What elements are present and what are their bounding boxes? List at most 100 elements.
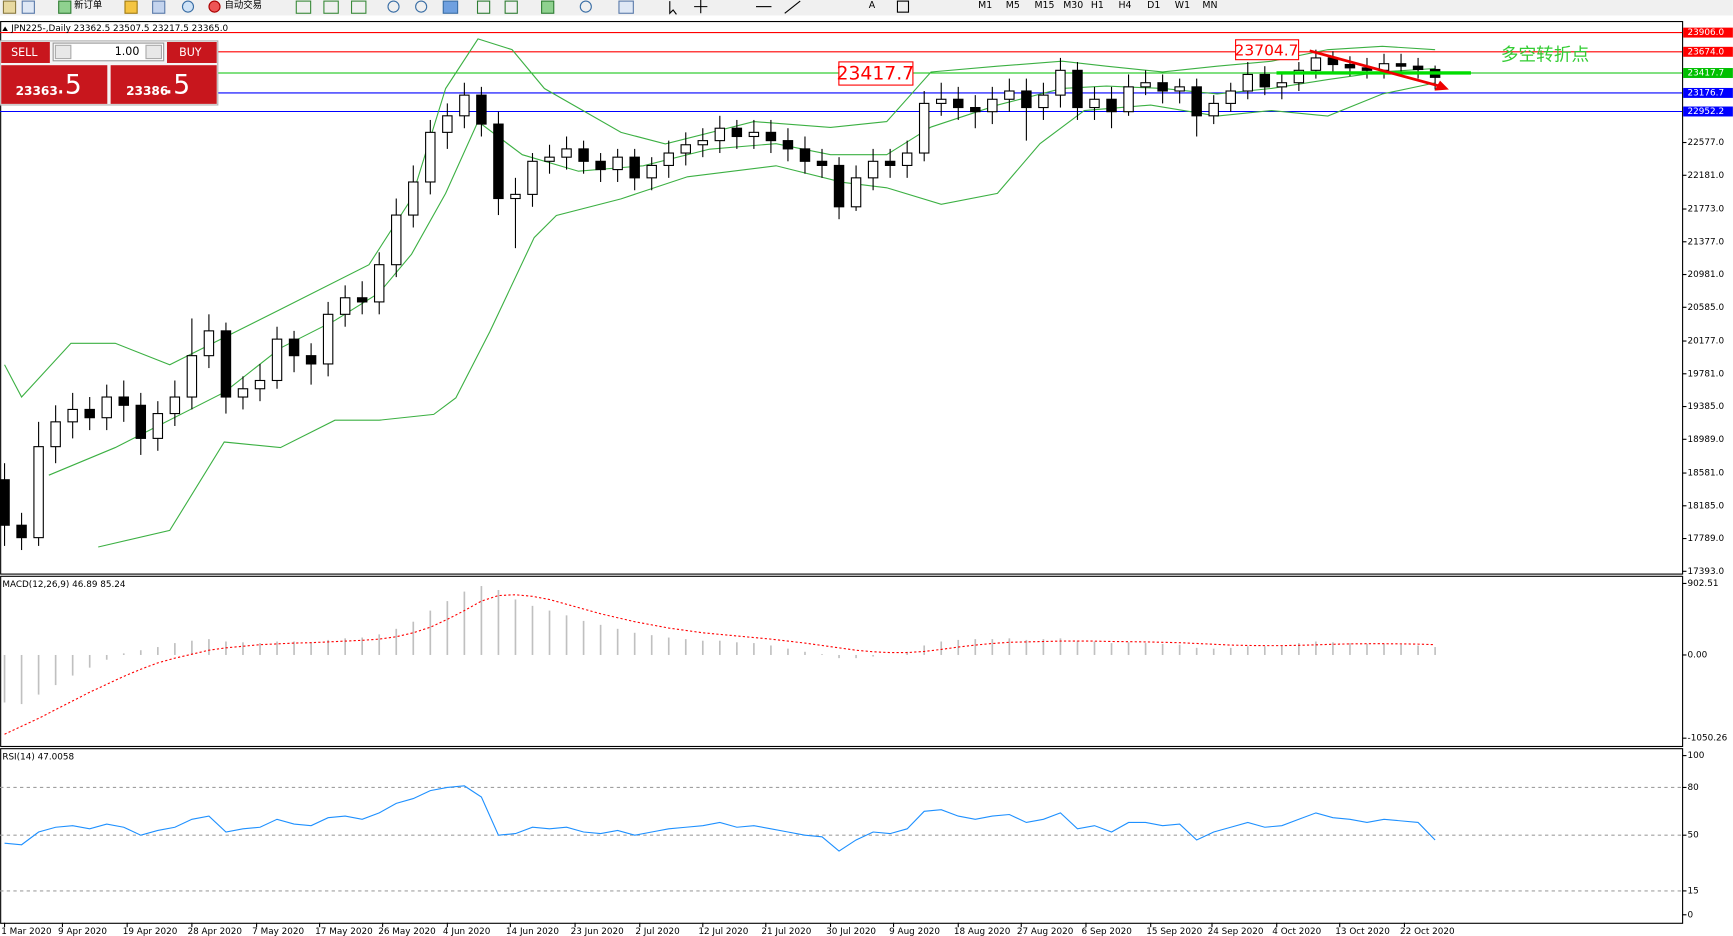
icon[interactable] — [323, 0, 339, 14]
candle-body — [476, 94, 487, 125]
x-tick-label: 12 Jul 2020 — [698, 927, 748, 936]
ask-price[interactable]: 23386 — [126, 84, 168, 98]
text-tool[interactable]: A — [869, 0, 876, 11]
candle-body — [629, 156, 640, 179]
timeframe-button[interactable]: MN — [1202, 0, 1217, 11]
cursor-tool[interactable] — [669, 1, 677, 15]
crosshair-tool[interactable] — [694, 0, 708, 14]
candle-body — [1089, 98, 1100, 109]
level-label: 22952.2 — [1688, 107, 1725, 117]
bid-pips[interactable]: .5 — [56, 70, 81, 101]
candle-body — [748, 131, 760, 138]
x-tick-label: 9 Apr 2020 — [58, 927, 107, 936]
icon[interactable] — [21, 0, 35, 14]
candle-body — [220, 330, 232, 398]
candle-body — [663, 152, 674, 166]
annotation-box — [838, 61, 914, 86]
y-tick-label: 902.51 — [1688, 579, 1719, 589]
icon[interactable] — [579, 0, 592, 13]
icon[interactable] — [181, 0, 195, 13]
candle-body — [33, 446, 44, 539]
rsi-plot-frame — [0, 748, 1684, 924]
candle-body — [578, 148, 589, 162]
annotation: 多空转折点 — [1501, 44, 1589, 65]
icon[interactable] — [295, 0, 312, 14]
icon[interactable] — [618, 0, 634, 14]
new-order-button[interactable]: 新订单 — [74, 0, 102, 11]
zoom-out[interactable] — [415, 0, 428, 13]
y-tick-label: 20981.0 — [1688, 270, 1725, 280]
candle-body — [67, 408, 78, 423]
timeframe-button[interactable]: W1 — [1175, 0, 1190, 11]
candle-body — [339, 297, 351, 315]
candle-body — [867, 160, 879, 179]
x-tick-label: 2 Jul 2020 — [635, 927, 680, 936]
lots-input[interactable] — [52, 42, 165, 62]
x-tick-label: 1 Mar 2020 — [1, 927, 52, 936]
icon[interactable] — [124, 0, 138, 14]
level-label-bg — [1683, 87, 1733, 98]
icon[interactable] — [476, 0, 491, 14]
annotation: 23417.7 — [837, 64, 915, 85]
lots-value[interactable]: 1.00 — [115, 45, 140, 58]
label-tool[interactable] — [896, 0, 910, 13]
y-tick-label: 0 — [1688, 910, 1694, 920]
toolbar: 新订单 自动交易 A M1 M5 M15 M30 H1 H4 D1 W1 MN — [0, 0, 1733, 16]
timeframe-button[interactable]: H1 — [1091, 0, 1104, 11]
candle-body — [288, 338, 300, 357]
candle-body — [305, 355, 317, 365]
icon[interactable] — [350, 0, 367, 14]
icon[interactable] — [504, 0, 518, 14]
bollinger-band — [98, 82, 1436, 548]
candle-body — [152, 413, 164, 439]
timeframe-button[interactable]: M15 — [1034, 0, 1054, 11]
y-tick-label: 22181.0 — [1688, 171, 1725, 181]
candle-body — [612, 156, 623, 171]
y-tick-label: 21773.0 — [1688, 205, 1725, 215]
timeframe-button[interactable]: M30 — [1063, 0, 1083, 11]
collapse-icon[interactable] — [2, 26, 8, 31]
timeframe-button[interactable]: M5 — [1006, 0, 1020, 11]
timeframe-button[interactable]: M1 — [978, 0, 992, 11]
buy-button[interactable] — [166, 41, 217, 63]
new-order-icon[interactable] — [58, 0, 72, 14]
y-tick-label: 20585.0 — [1688, 303, 1725, 313]
icon[interactable] — [541, 0, 555, 14]
buy-label[interactable]: BUY — [179, 46, 202, 59]
annotation: 23704.7 — [1235, 41, 1299, 59]
lots-up[interactable] — [145, 44, 163, 60]
candle-body — [935, 98, 947, 104]
lots-down[interactable] — [54, 44, 72, 60]
candle-body — [1055, 69, 1066, 96]
candle-body — [1395, 63, 1407, 67]
candle-body — [1038, 94, 1049, 109]
auto-trading-icon[interactable] — [208, 0, 221, 13]
bid-price[interactable]: 23363 — [16, 84, 58, 98]
icon[interactable] — [152, 0, 166, 14]
ask-box[interactable] — [110, 65, 217, 104]
x-tick-label: 19 Apr 2020 — [123, 927, 178, 936]
candle-body — [50, 421, 61, 448]
candle-body — [544, 156, 555, 162]
candle-body — [271, 338, 283, 382]
timeframe-button[interactable]: D1 — [1147, 0, 1160, 11]
y-tick-label: 19385.0 — [1688, 402, 1725, 412]
annotation-box — [1235, 39, 1300, 61]
trendline-tool[interactable] — [784, 0, 801, 14]
candle-body — [1276, 82, 1288, 88]
icon[interactable] — [442, 0, 459, 14]
candle-body — [561, 148, 572, 158]
bid-box[interactable] — [1, 65, 108, 104]
icon[interactable] — [2, 0, 17, 14]
level-label-bg — [1683, 106, 1733, 117]
candle-body — [1004, 90, 1015, 100]
auto-trading-button[interactable]: 自动交易 — [224, 0, 262, 11]
level-label-bg — [1683, 68, 1733, 78]
zoom-in[interactable] — [387, 0, 400, 13]
sell-label[interactable]: SELL — [11, 46, 38, 59]
sell-button[interactable] — [1, 41, 50, 63]
y-tick-label: 100 — [1688, 751, 1705, 761]
timeframe-button[interactable]: H4 — [1118, 0, 1131, 11]
ask-pips[interactable]: .5 — [165, 70, 190, 101]
candle-body — [322, 313, 334, 365]
